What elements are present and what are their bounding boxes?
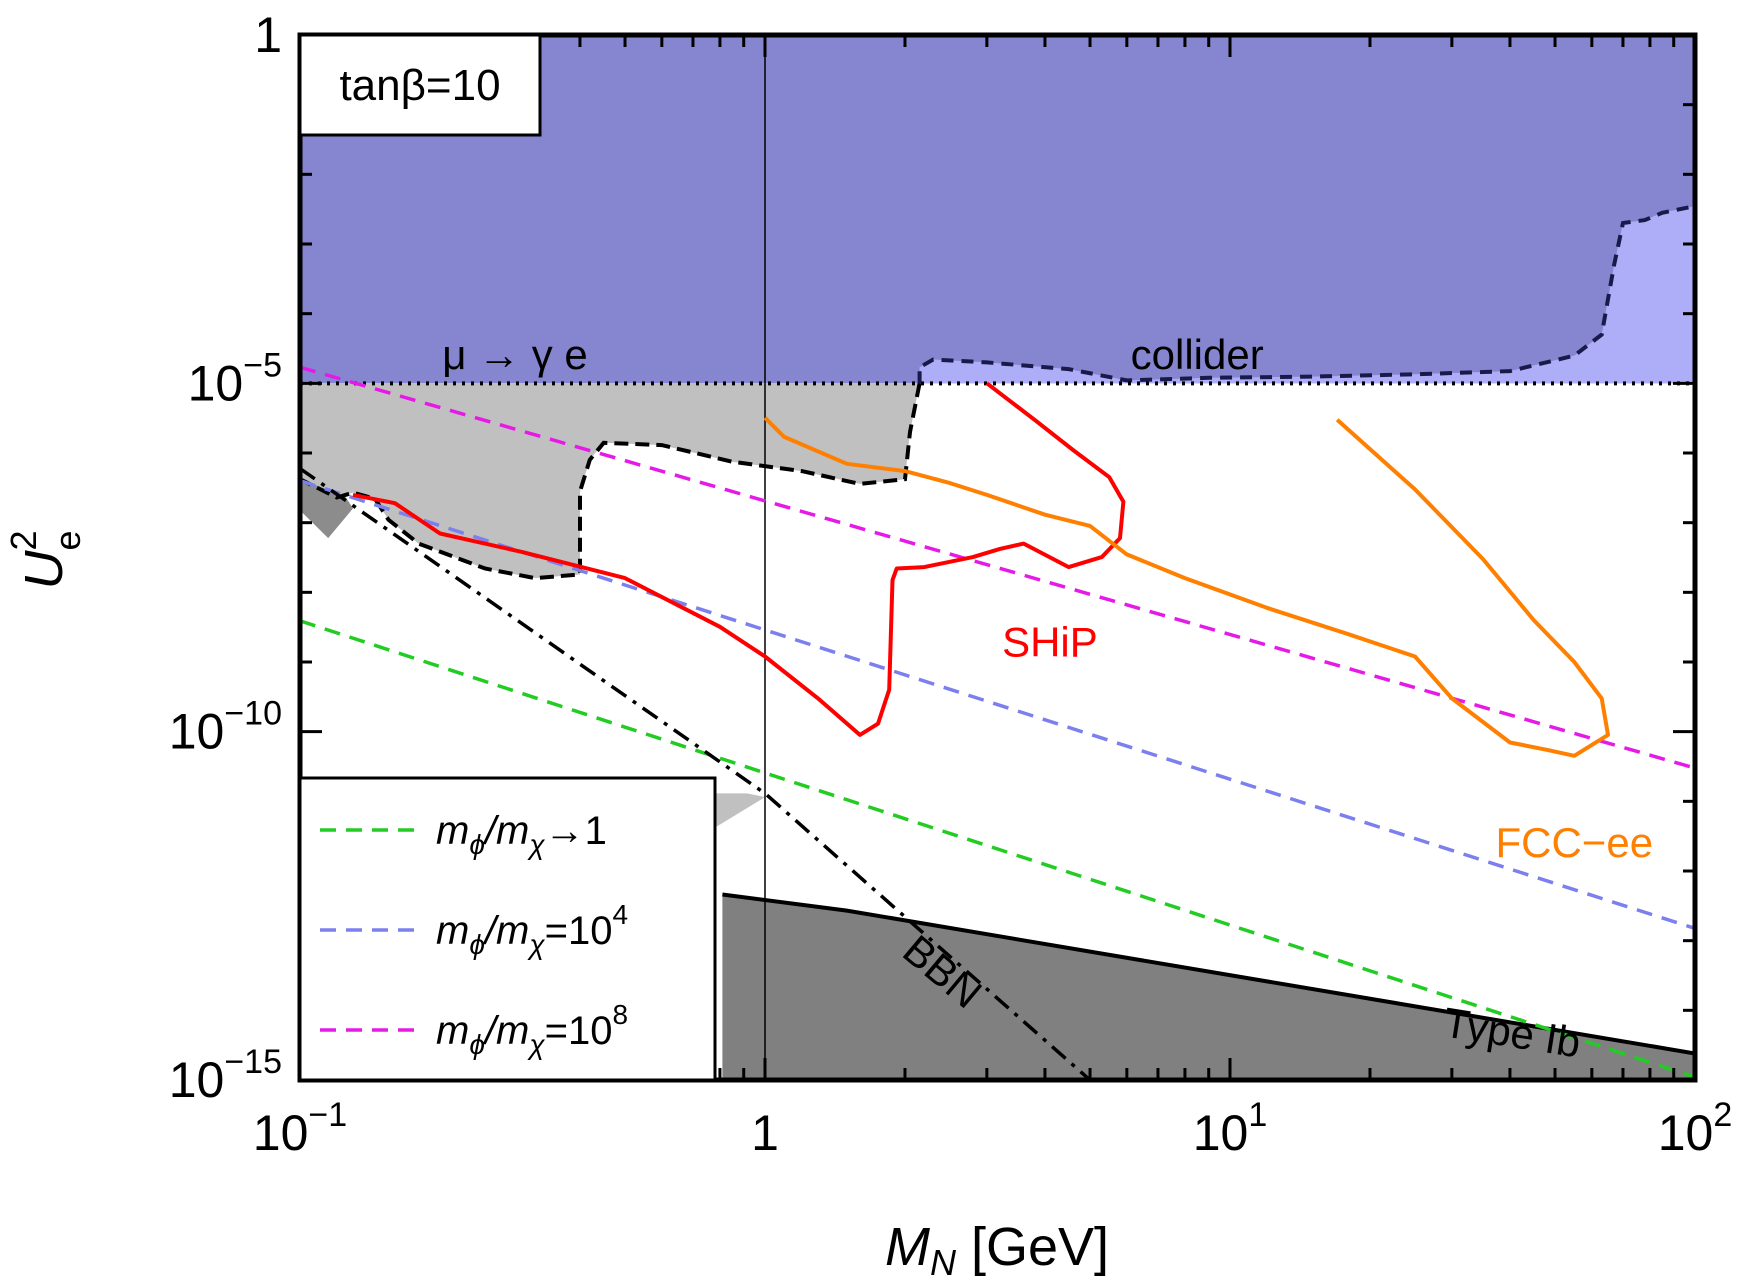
region-bbn-dark (300, 479, 353, 539)
y-axis-title: U2e (3, 530, 88, 589)
region-border-type-ib (722, 892, 1695, 1056)
legend-label-1: mϕ/mχ=104 (436, 899, 628, 960)
tick-labels: 10−1 1 101 102 1 10−5 10−10 10−15 (169, 7, 1733, 1161)
x-tick-label: 101 (1193, 1096, 1268, 1161)
y-tick-label: 10−5 (188, 346, 282, 411)
data-series (300, 381, 1610, 1080)
region-border-collider (917, 204, 1695, 384)
x-tick-label: 102 (1658, 1096, 1733, 1161)
annotation-e: μ → γ e (442, 331, 588, 378)
region-e (300, 35, 1695, 384)
series-ship (352, 381, 1126, 737)
y-axis-title-sub: e (47, 530, 88, 550)
y-axis-title-sup: 2 (3, 531, 44, 551)
legend-label-2: mϕ/mχ=108 (436, 999, 628, 1060)
x-axis-title-unit: [GeV] (956, 1217, 1109, 1277)
inset-label-box: tanβ=10 (298, 33, 542, 137)
model-line-2 (300, 365, 1695, 770)
region-type-ib (722, 894, 1695, 1080)
x-axis-title-main: M (885, 1217, 930, 1277)
legend: mϕ/mχ→1 mϕ/mχ=104 mϕ/mχ=108 (298, 776, 717, 1082)
inset-label: tanβ=10 (339, 61, 500, 110)
annotation-fcc-ee: FCC−ee (1495, 819, 1653, 866)
x-axis-title-sub: N (930, 1242, 957, 1283)
plot-frame (297, 32, 1698, 1083)
region-collider (919, 206, 1695, 384)
model-line-0 (300, 619, 1695, 1079)
annotation-collider: collider (1131, 331, 1264, 378)
y-axis-title-main: U (14, 550, 74, 590)
legend-label-0: mϕ/mχ→1 (436, 809, 607, 860)
x-tick-label: 10−1 (253, 1096, 347, 1161)
y-tick-label: 10−10 (169, 695, 282, 760)
annotation-ship: SHiP (1002, 618, 1098, 665)
legend-box (298, 776, 717, 1082)
y-tick-label: 1 (254, 7, 282, 63)
reference-lines (300, 35, 1695, 1080)
series-fcc-ee (763, 416, 1610, 758)
x-tick-label: 1 (751, 1105, 779, 1161)
x-axis-title: MN [GeV] (885, 1217, 1109, 1283)
y-tick-label: 10−15 (169, 1043, 282, 1108)
